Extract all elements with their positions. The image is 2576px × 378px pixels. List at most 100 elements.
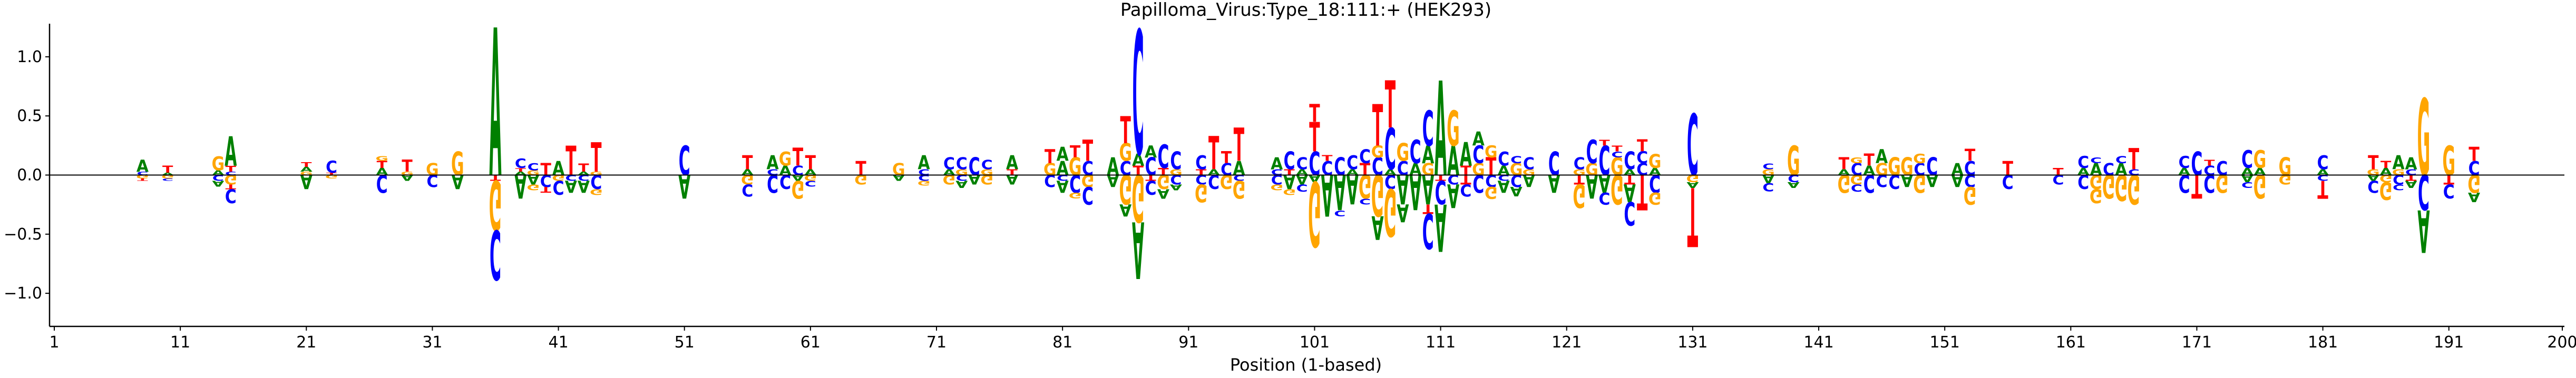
x-tick-label: 111 [1426,333,1456,352]
logo-letter-C: C [1624,194,1635,232]
logo-letter-C: C [1498,147,1509,170]
logo-letter-A: A [212,179,225,188]
logo-letter-A: A [1006,151,1018,174]
logo-letter-A: A [955,178,968,190]
logo-letter-C: C [1359,197,1371,206]
logo-letter-A: A [2417,196,2429,264]
logo-letter-C: C [225,185,237,207]
logo-letter-A: A [527,172,540,186]
logo-letter-A: A [968,172,981,186]
logo-letter-A: A [918,151,930,174]
logo-letter-G: G [854,172,867,186]
logo-letter-C: C [1863,169,1875,197]
x-tick-label: 101 [1300,333,1330,352]
chart-title: Papilloma_Virus:Type_18:111:+ (HEK293) [1120,0,1491,21]
logo-letter-T: T [1637,163,1647,220]
logo-letter-C: C [1926,153,1938,181]
logo-letter-A: A [1951,171,1964,190]
logo-letter-C: C [1145,176,1157,199]
logo-letter-C: C [1649,169,1661,197]
y-tick-label: 0.0 [17,166,42,185]
logo-letter-T: T [591,134,601,182]
logo-letter-C: C [1964,157,1976,180]
x-tick-label: 171 [2182,333,2212,352]
x-axis-ticks: 1 11 21 31 41 51 61 71 81 91 101 111 121 131 141 151 161… [49,326,2576,352]
logo-letter-G: G [2417,77,2431,200]
logo-letter-C: C [1296,155,1308,174]
logo-letter-A: A [1523,171,1535,190]
logo-letter-A: A [767,151,779,174]
logo-letter-C: C [1359,145,1371,168]
logo-letter-A: A [1926,171,1939,190]
logo-letter-C: C [779,171,791,193]
logo-letter-G: G [2128,165,2141,213]
logo-letter-C: C [1586,134,1598,171]
logo-letter-G: G [1964,181,1977,208]
logo-letter-A: A [1132,151,1145,170]
logo-letter-C: C [2002,171,2014,193]
logo-letter-T: T [2129,143,2140,176]
logo-letter-C: C [1133,0,1144,195]
logo-letter-G: G [2090,171,2103,193]
logo-letter-C: C [1636,149,1648,168]
logo-letter-C: C [981,158,993,173]
logo-letter-C: C [943,155,955,174]
logo-letter-T: T [2368,151,2378,174]
logo-letter-G: G [1875,161,1888,180]
logo-letter-C: C [1435,173,1447,210]
logo-letter-A: A [1233,157,1245,180]
logo-letter-A: A [1876,145,1888,168]
logo-letter-C: C [1145,153,1157,181]
logo-letter-G: G [2216,169,2229,197]
logo-letter-T: T [1687,168,1698,263]
logo-letter-C: C [2468,157,2480,180]
x-tick-label: 51 [675,333,695,352]
logo-letter-G: G [1384,173,1397,248]
logo-letter-T: T [1070,143,1081,162]
logo-letter-G: G [1069,191,1082,200]
logo-letter-G: G [1308,161,1321,265]
logo-letter-C: C [1082,157,1094,180]
logo-letter-T: T [402,157,413,176]
logo-letter-C: C [1889,171,1900,193]
logo-letter-T: T [1965,146,1976,165]
logo-letter-A: A [1901,171,1914,190]
logo-letter-G: G [1900,153,1914,181]
logo-letter-T: T [2204,158,2215,167]
logo-letter-T: T [1309,100,1320,128]
logo-letter-G: G [1371,143,1384,162]
logo-letter-A: A [552,157,564,180]
x-tick-label: 200 [2547,333,2576,352]
logo-letter-A: A [1498,164,1510,178]
logo-letter-G: G [1485,183,1498,202]
logo-letter-A: A [1624,178,1636,206]
logo-letter-G: G [2279,172,2292,186]
logo-letter-A: A [1145,143,1157,162]
logo-letter-T: T [1486,153,1497,181]
logo-letter-G: G [892,161,905,180]
logo-letter-A: A [1548,169,1560,197]
logo-letter-G: G [1043,161,1057,180]
x-tick-label: 141 [1803,333,1833,352]
logo-letter-A: A [1107,171,1119,190]
logo-letter-G: G [1081,171,1095,190]
logo-letter-A: A [1397,198,1409,226]
logo-letter-G: G [1447,101,1460,158]
x-tick-label: 61 [801,333,821,352]
logo-letter-A: A [2405,178,2417,190]
logo-letter-A: A [136,157,149,176]
logo-letter-G: G [1913,152,1926,166]
logo-letter-G: G [1787,137,1800,185]
logo-letter-C: C [956,155,968,174]
logo-letter-T: T [226,183,237,190]
logo-letter-A: A [2468,190,2481,204]
x-tick-label: 31 [422,333,442,352]
logo-letter-T: T [515,167,526,173]
logo-letter-A: A [1863,164,1876,178]
logo-letter-G: G [2467,169,2481,197]
logo-letter-G: G [1485,143,1498,162]
logo-letter-G: G [225,172,238,186]
logo-letter-A: A [1006,172,1019,186]
logo-letter-C: C [426,171,438,190]
logo-letter-G: G [1472,161,1485,180]
